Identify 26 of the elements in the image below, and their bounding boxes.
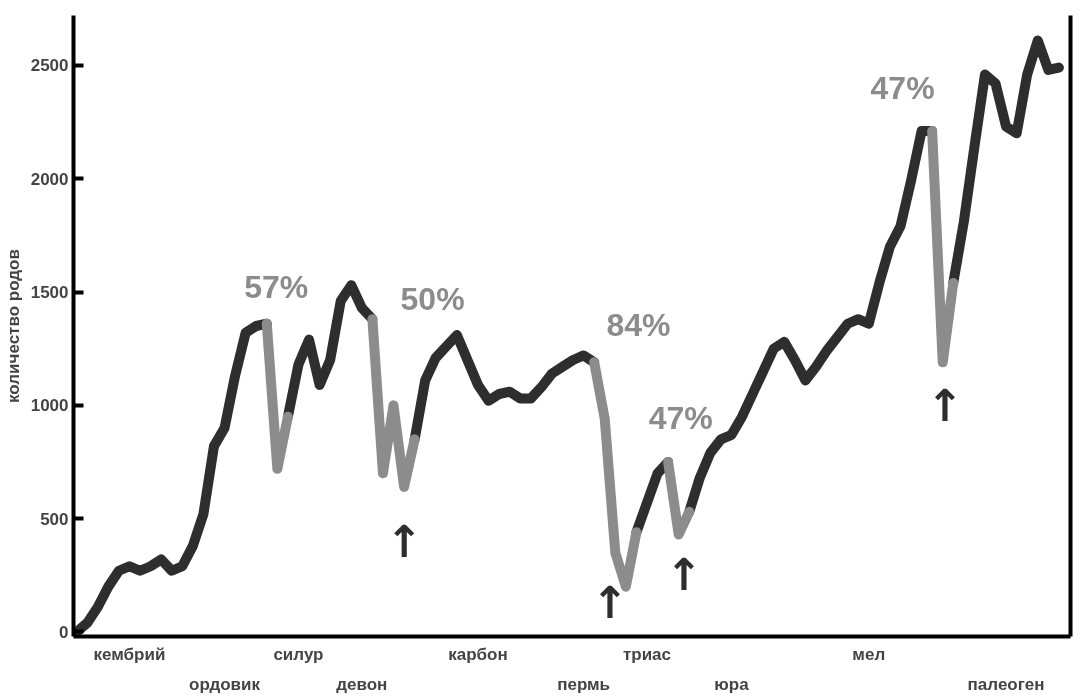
x-tick-label: карбон	[448, 644, 508, 664]
annotation: ↑	[665, 548, 703, 600]
annotation: 50%	[400, 280, 465, 317]
x-tick-label: девон	[336, 674, 388, 694]
x-tick-label: ордовик	[189, 674, 261, 694]
annotation: ↑	[385, 515, 423, 567]
x-tick-label: юра	[714, 674, 750, 694]
annotation: 57%	[244, 269, 309, 306]
x-tick-label: палеоген	[967, 674, 1045, 694]
y-tick-label: 0	[59, 622, 69, 642]
y-tick-label: 2000	[30, 169, 69, 189]
y-tick-label: 1500	[30, 283, 69, 302]
y-tick-label: 1000	[30, 396, 69, 416]
y-axis-title: количество родов	[3, 249, 23, 403]
x-tick-label: мел	[852, 644, 886, 664]
x-tick-label: силур	[273, 644, 324, 664]
y-tick-label: 2500	[30, 56, 69, 76]
annotation: 47%	[648, 399, 713, 436]
annotation: 84%	[606, 306, 671, 343]
annotation: ↑	[591, 577, 629, 628]
x-tick-label: пермь	[557, 674, 611, 694]
x-tick-label: триас	[622, 644, 672, 664]
x-tick-label: кембрий	[93, 644, 166, 664]
annotation: 47%	[870, 70, 935, 107]
annotation: ↑	[926, 379, 964, 431]
y-tick-label: 500	[40, 509, 69, 529]
